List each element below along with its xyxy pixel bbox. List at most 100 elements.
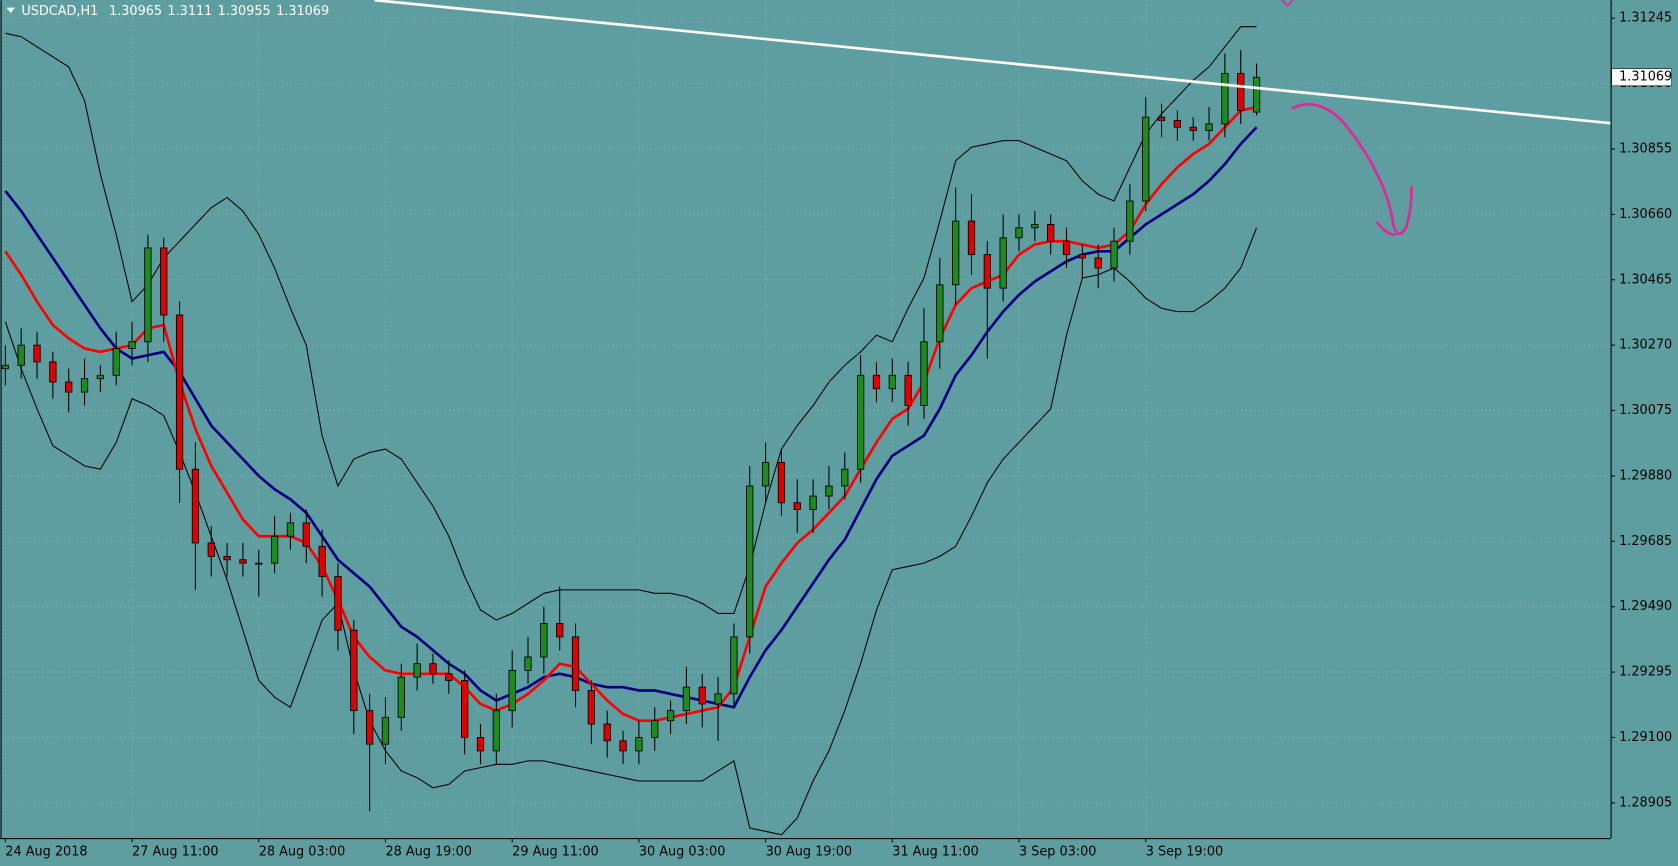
y-tick-label: 1.30270	[1619, 338, 1672, 353]
candles	[1, 50, 1261, 812]
x-tick-label: 24 Aug 2018	[5, 844, 87, 859]
candle-body	[413, 663, 421, 678]
y-tick-label: 1.30075	[1619, 403, 1672, 418]
candle-body	[223, 555, 231, 561]
x-tick-label: 31 Aug 11:00	[892, 844, 979, 859]
candle-body	[397, 676, 405, 718]
indicator-line	[4, 126, 1258, 709]
candle-body	[714, 693, 722, 705]
candle-body	[619, 740, 627, 752]
x-tick-label: 28 Aug 19:00	[385, 844, 472, 859]
y-tick-label: 1.29880	[1619, 468, 1672, 483]
candle-body	[160, 247, 168, 316]
price-axis: 1.312451.310501.308551.306601.304651.302…	[1610, 11, 1672, 810]
candle-body	[809, 495, 817, 510]
candle-body	[825, 485, 833, 497]
candle-body	[318, 545, 326, 577]
candle-body	[365, 710, 374, 745]
candle-body	[1157, 116, 1166, 121]
candle-body	[920, 341, 928, 406]
candle-body	[1110, 240, 1118, 269]
candle-body	[270, 535, 279, 564]
candle-body	[524, 656, 532, 671]
candle-body	[651, 720, 659, 738]
marker	[1281, 0, 1294, 7]
candle-body	[286, 522, 295, 537]
x-tick-label: 3 Sep 03:00	[1019, 844, 1096, 859]
last-close: 1.31069	[276, 3, 329, 18]
candle-body	[635, 737, 643, 752]
candle-body	[476, 737, 485, 752]
current-price-box	[1611, 68, 1672, 87]
candle-body	[1, 364, 9, 370]
symbol: USDCAD,H1	[21, 3, 98, 18]
header: USDCAD,H1 1.30965 1.3111 1.30955 1.31069	[21, 3, 329, 18]
x-tick-label: 3 Sep 19:00	[1146, 844, 1223, 859]
x-tick-label: 29 Aug 11:00	[512, 844, 599, 859]
candle-body	[777, 462, 786, 504]
candle-body	[1237, 73, 1245, 111]
candle-body	[80, 378, 89, 393]
trend-line	[374, 0, 1611, 125]
candle-body	[1126, 200, 1134, 242]
candle-body	[603, 723, 611, 742]
candle-body	[112, 348, 120, 376]
candle-body	[856, 374, 865, 470]
candle-body	[96, 374, 105, 380]
candle-body	[17, 344, 25, 366]
indicator-line	[4, 105, 1257, 722]
y-tick-label: 1.30660	[1619, 207, 1672, 222]
candle-body	[1205, 123, 1213, 131]
candle-body	[65, 381, 73, 393]
last-low: 1.30955	[218, 3, 271, 18]
candle-body	[793, 502, 801, 510]
candle-body	[207, 542, 215, 557]
y-tick-label: 1.31245	[1619, 11, 1672, 26]
menu-triangle[interactable]	[6, 7, 15, 13]
x-tick-label: 30 Aug 19:00	[766, 844, 853, 859]
candle-body	[302, 522, 310, 547]
candle-body	[255, 562, 263, 565]
candle-body	[682, 686, 691, 712]
candle-body	[952, 220, 960, 286]
y-tick-label: 1.30855	[1619, 141, 1672, 156]
candle-body	[556, 623, 564, 638]
y-tick-label: 1.29100	[1619, 730, 1672, 745]
y-tick-label: 1.28905	[1619, 795, 1672, 810]
candle-body	[381, 716, 390, 745]
candle-body	[508, 669, 516, 712]
last-high: 1.3111	[167, 3, 212, 18]
candle-body	[666, 710, 675, 722]
y-tick-label: 1.29490	[1619, 599, 1672, 614]
time-axis: 24 Aug 2018 27 Aug 11:00 28 Aug 03:00 28 Au…	[4, 838, 1223, 859]
x-tick-label: 28 Aug 03:00	[259, 844, 346, 859]
candle-body	[33, 344, 41, 363]
candle-body	[888, 374, 896, 390]
candle-body	[936, 284, 944, 343]
candle-body	[746, 485, 754, 638]
indicator-line	[5, 26, 1257, 621]
candle-body	[1047, 224, 1055, 242]
candle-body	[841, 468, 849, 487]
candle-body	[334, 576, 342, 631]
candle-body	[128, 341, 136, 349]
hand-drawn-arrow	[1291, 103, 1413, 236]
current-price-label: 1.31069	[1619, 70, 1672, 85]
candle-body	[239, 559, 247, 564]
y-tick-label: 1.30465	[1619, 272, 1672, 287]
candle-body	[445, 673, 453, 681]
candle-body	[461, 680, 469, 738]
candle-body	[191, 468, 200, 544]
candle-body	[1015, 227, 1023, 239]
x-tick-label: 27 Aug 11:00	[132, 844, 219, 859]
candle-body	[730, 636, 738, 695]
candle-body	[872, 374, 881, 390]
candle-body	[904, 374, 912, 406]
candle-body	[761, 462, 770, 487]
candle-body	[999, 237, 1007, 289]
candle-body	[49, 361, 57, 383]
candle-body	[1078, 254, 1086, 259]
candle-body	[1142, 116, 1150, 202]
